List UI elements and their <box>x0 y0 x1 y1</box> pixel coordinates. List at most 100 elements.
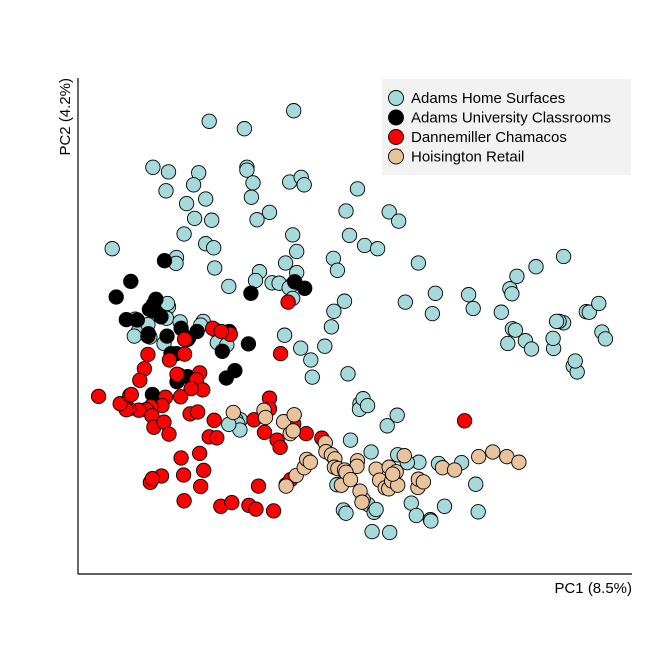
data-point <box>183 380 199 397</box>
data-point <box>338 505 354 521</box>
data-point <box>204 212 220 228</box>
data-point <box>511 454 527 470</box>
data-point <box>261 204 278 221</box>
legend-marker-adams-university-classrooms <box>388 109 404 126</box>
data-point <box>90 388 107 405</box>
data-point <box>363 444 379 460</box>
data-point <box>248 501 264 517</box>
data-point <box>323 319 340 335</box>
series-dannemiller-chamacos <box>90 294 473 519</box>
data-point <box>176 346 193 362</box>
legend-label-adams-university-classrooms: Adams University Classrooms <box>411 110 611 127</box>
data-point <box>176 493 192 509</box>
data-point <box>456 413 473 429</box>
data-point <box>190 404 206 420</box>
data-point <box>144 471 161 487</box>
data-point <box>206 412 222 428</box>
data-point <box>342 471 359 488</box>
data-point <box>275 414 292 430</box>
data-point <box>243 189 260 205</box>
data-point <box>415 474 432 490</box>
data-point <box>471 448 487 465</box>
data-point <box>298 425 314 442</box>
data-point <box>286 407 302 423</box>
data-point <box>206 240 222 256</box>
data-point <box>108 289 124 305</box>
data-point <box>382 524 398 541</box>
data-point <box>410 255 427 271</box>
data-point <box>160 164 177 180</box>
data-point <box>201 113 217 129</box>
data-point <box>303 352 319 368</box>
data-point <box>485 444 501 460</box>
data-point <box>286 103 302 119</box>
data-point <box>338 203 354 219</box>
data-point <box>178 195 195 212</box>
data-point <box>250 478 267 494</box>
legend-marker-hoisington-retail <box>388 148 404 165</box>
data-point <box>227 362 243 379</box>
data-point <box>192 445 208 462</box>
data-point <box>161 352 178 368</box>
data-point <box>379 418 395 434</box>
data-point <box>297 280 313 296</box>
series-hoisington-retail <box>225 402 527 510</box>
data-point <box>140 346 156 363</box>
data-point <box>545 330 561 347</box>
data-point <box>304 369 320 385</box>
data-point <box>104 241 120 257</box>
data-point <box>507 322 524 338</box>
data-point <box>342 432 359 448</box>
data-point <box>247 272 264 289</box>
data-point <box>129 312 145 328</box>
data-point <box>198 191 214 207</box>
data-point <box>509 268 525 284</box>
data-point <box>145 159 161 175</box>
data-point <box>408 507 424 524</box>
data-point <box>176 226 192 242</box>
data-point <box>369 241 386 257</box>
data-point <box>354 494 370 510</box>
data-point <box>225 404 241 421</box>
data-point <box>396 448 412 464</box>
data-point <box>158 183 174 199</box>
data-point <box>349 181 366 197</box>
data-point <box>196 462 212 479</box>
data-point <box>186 210 203 227</box>
data-point <box>140 328 156 344</box>
data-point <box>368 501 384 518</box>
data-point <box>548 313 565 330</box>
data-point <box>123 273 139 290</box>
data-point <box>364 523 380 540</box>
legend-label-adams-home-surfaces: Adams Home Surfaces <box>411 90 565 107</box>
legend: Adams Home Surfaces Adams University Clas… <box>382 79 631 175</box>
legend-label-hoisington-retail: Hoisington Retail <box>411 149 524 166</box>
data-point <box>285 227 301 243</box>
data-point <box>256 424 273 440</box>
data-point <box>221 278 237 295</box>
data-point <box>340 366 356 382</box>
legend-marker-adams-home-surfaces <box>388 90 404 106</box>
data-point <box>173 450 189 466</box>
data-point <box>381 204 397 220</box>
data-point <box>465 300 481 317</box>
data-point <box>272 439 288 456</box>
data-point <box>126 328 142 344</box>
data-point <box>359 397 376 414</box>
data-point <box>289 243 305 260</box>
data-point <box>189 323 205 340</box>
data-point <box>277 255 294 271</box>
data-point <box>397 294 413 310</box>
data-point <box>272 345 289 362</box>
data-point <box>209 430 225 446</box>
data-point <box>470 504 486 520</box>
data-point <box>427 285 444 301</box>
data-point <box>169 366 185 382</box>
data-point <box>493 304 509 320</box>
data-point <box>213 323 229 340</box>
data-point <box>446 462 463 478</box>
data-point <box>424 305 441 322</box>
data-point <box>528 259 544 275</box>
data-point <box>236 121 253 137</box>
data-point <box>132 372 148 388</box>
